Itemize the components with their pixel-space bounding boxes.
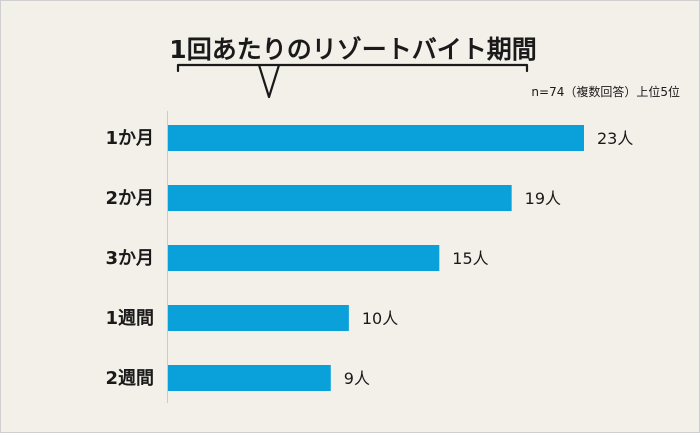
category-label-3: 3か月 [105, 248, 154, 269]
sample-note: n=74（複数回答）上位5位 [531, 84, 680, 99]
bar-3 [168, 245, 440, 271]
value-label-2: 19人 [525, 189, 561, 208]
bars-group: 1か月 23人 2か月 19人 3か月 15人 1週間 10人 2週間 9人 [105, 125, 633, 391]
title-bubble-underline [176, 63, 529, 99]
bar-1 [168, 125, 584, 151]
value-label-5: 9人 [344, 369, 370, 388]
chart-title: 1回あたりのリゾートバイト期間 [169, 35, 536, 64]
value-label-1: 23人 [597, 129, 633, 148]
value-label-3: 15人 [452, 249, 488, 268]
bar-2 [168, 185, 512, 211]
bar-5 [168, 365, 331, 391]
category-label-1: 1か月 [105, 128, 154, 149]
category-label-2: 2か月 [105, 188, 154, 209]
bar-4 [168, 305, 349, 331]
category-label-5: 2週間 [105, 368, 154, 389]
value-label-4: 10人 [362, 309, 398, 328]
category-label-4: 1週間 [105, 308, 154, 329]
